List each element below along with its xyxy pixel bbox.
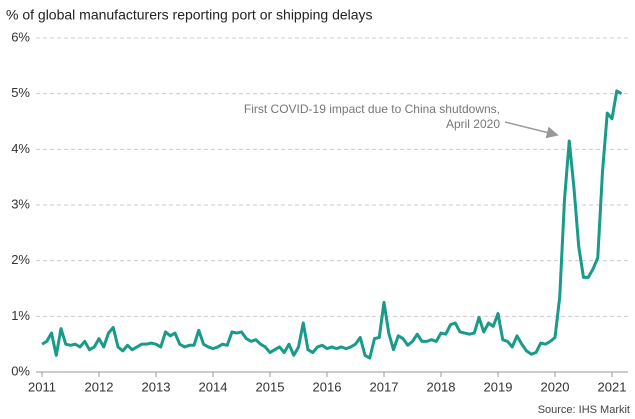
x-tick-label: 2012	[85, 379, 114, 394]
x-tick-label: 2015	[256, 379, 285, 394]
annotation: April 2020	[446, 117, 500, 131]
y-tick-label: 1%	[11, 308, 30, 323]
annotation: First COVID-19 impact due to China shutd…	[244, 102, 500, 116]
x-tick-label: 2014	[199, 379, 228, 394]
y-tick-label: 6%	[11, 29, 30, 44]
y-tick-label: 3%	[11, 196, 30, 211]
x-tick-label: 2021	[598, 379, 627, 394]
y-tick-label: 0%	[11, 363, 30, 378]
x-tick-label: 2016	[313, 379, 342, 394]
data-line	[41, 89, 623, 360]
chart-title: % of global manufacturers reporting port…	[6, 7, 373, 23]
y-tick-label: 2%	[11, 252, 30, 267]
x-tick-label: 2020	[541, 379, 570, 394]
x-tick-label: 2011	[28, 379, 56, 394]
annotation-arrow	[504, 121, 559, 139]
y-tick-label: 4%	[11, 141, 30, 156]
y-tick-label: 5%	[11, 85, 30, 100]
x-tick-label: 2018	[427, 379, 456, 394]
x-tick-label: 2019	[484, 379, 513, 394]
source: Source: IHS Markit	[538, 404, 630, 416]
x-tick-label: 2013	[142, 379, 171, 394]
x-tick-label: 2017	[370, 379, 399, 394]
